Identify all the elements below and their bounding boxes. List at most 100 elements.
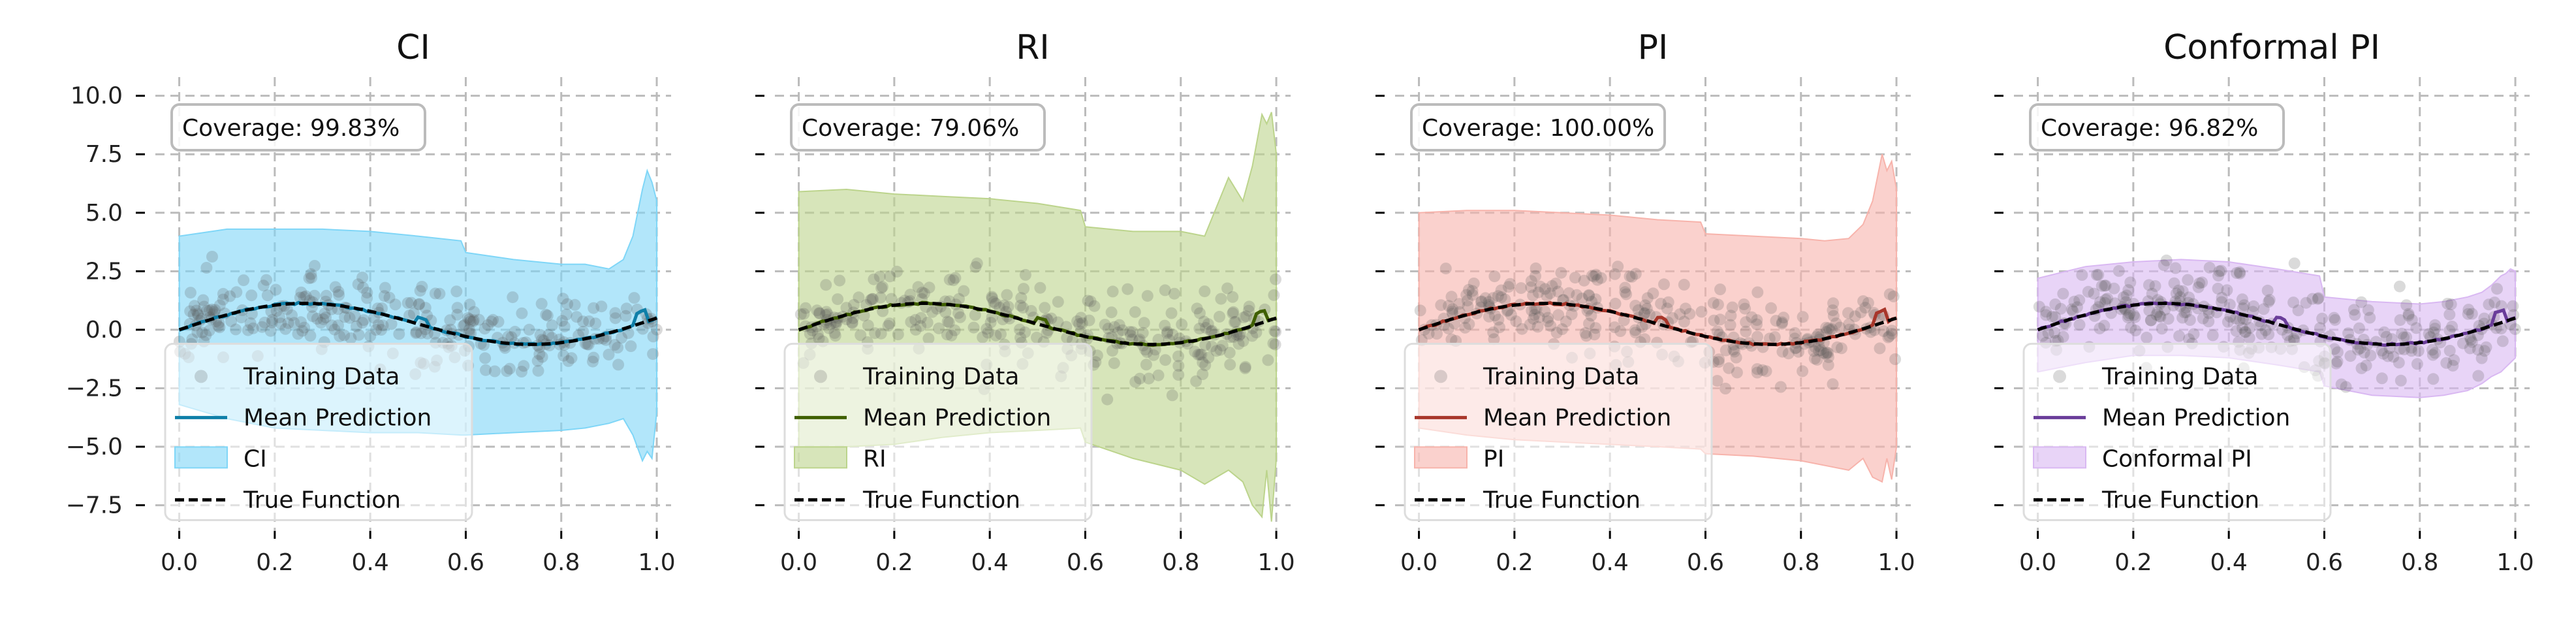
training-data-point: [875, 327, 887, 340]
training-data-point: [1152, 334, 1165, 345]
training-data-point: [988, 296, 1000, 308]
training-data-point: [2483, 298, 2495, 311]
training-data-point: [581, 338, 593, 351]
training-data-point: [2068, 295, 2081, 308]
training-data-point: [882, 319, 894, 332]
training-data-point: [1176, 318, 1188, 330]
training-data-point: [2223, 298, 2236, 311]
legend-box: [164, 342, 473, 521]
training-data-point: [2122, 312, 2134, 323]
training-data-point: [2410, 322, 2423, 334]
training-data-point: [651, 323, 663, 336]
training-data-point: [203, 325, 215, 337]
training-data-point: [1531, 321, 1544, 333]
training-data-point: [2344, 350, 2357, 362]
training-data-point: [270, 283, 282, 296]
training-data-point: [523, 323, 535, 336]
training-data-point: [1167, 329, 1179, 341]
training-data-point: [2240, 326, 2252, 338]
training-data-point: [1172, 350, 1184, 362]
training-data-point: [2354, 342, 2366, 355]
training-data-point: [1583, 317, 1595, 330]
training-data-point: [1105, 306, 1118, 319]
training-data-point: [2380, 330, 2393, 343]
training-data-point: [2446, 321, 2458, 332]
training-data-point: [1586, 270, 1598, 282]
training-data-point: [2360, 359, 2372, 372]
training-data-point: [1583, 289, 1595, 302]
training-data-point: [915, 320, 927, 332]
training-data-point: [2257, 303, 2270, 315]
training-data-point: [2234, 267, 2246, 280]
training-data-point: [1619, 281, 1631, 294]
training-data-point: [2176, 312, 2189, 324]
training-data-point: [1808, 353, 1821, 365]
training-data-point: [2099, 296, 2111, 309]
training-data-point: [260, 274, 272, 286]
training-data-point: [2355, 362, 2368, 374]
training-data-point: [230, 286, 243, 298]
training-data-point: [1489, 310, 1501, 321]
training-data-point: [846, 316, 858, 329]
x-tick-label: 0.4: [2210, 549, 2248, 576]
training-data-point: [1813, 345, 1825, 357]
training-data-point: [1620, 288, 1633, 300]
training-data-point: [1206, 325, 1218, 337]
training-data-point: [416, 281, 428, 293]
legend-label-training: Training Data: [243, 363, 400, 390]
training-data-point: [1205, 325, 1217, 338]
training-data-point: [1680, 302, 1691, 315]
legend-marker-interval: [174, 446, 228, 469]
training-data-point: [2406, 345, 2418, 357]
training-data-point: [1782, 347, 1795, 360]
training-data-point: [1194, 349, 1206, 361]
training-data-point: [1822, 359, 1834, 371]
legend-label-interval: Conformal PI: [2102, 445, 2252, 472]
training-data-point: [1588, 270, 1600, 283]
training-data-point: [1483, 296, 1495, 308]
training-data-point: [571, 311, 583, 323]
training-data-point: [1817, 347, 1830, 359]
panel-1: CI 0.0 0.2 0.4 0.6 0.8 1.0 10.0 7.5 5.0 2.5 0.0 −2.5…: [66, 28, 676, 576]
training-data-point: [468, 306, 480, 318]
legend-box: [2022, 342, 2332, 521]
training-data-point: [2330, 357, 2342, 370]
training-data-point: [1228, 316, 1240, 329]
training-data-point: [1462, 283, 1475, 296]
training-data-point: [2169, 262, 2182, 274]
training-data-point: [2092, 268, 2105, 281]
training-data-point: [1475, 295, 1488, 308]
training-data-point: [1711, 325, 1723, 338]
training-data-point: [319, 308, 331, 319]
training-data-point: [274, 311, 285, 323]
training-data-point: [941, 329, 953, 341]
training-data-point: [1886, 328, 1898, 340]
training-data-point: [206, 251, 218, 263]
training-data-point: [866, 293, 878, 305]
training-data-point: [2193, 277, 2206, 289]
training-data-point: [2427, 373, 2440, 385]
training-data-point: [1793, 345, 1804, 358]
training-data-point: [196, 327, 208, 339]
training-data-point: [2496, 335, 2509, 347]
training-data-point: [1488, 270, 1501, 283]
training-data-point: [2342, 327, 2355, 340]
training-data-point: [1161, 326, 1174, 338]
training-data-point: [862, 319, 874, 332]
training-data-point: [1889, 353, 1902, 365]
training-data-point: [1202, 351, 1215, 364]
training-data-point: [2263, 294, 2276, 306]
training-data-point: [2377, 347, 2389, 360]
training-data-point: [2427, 349, 2439, 361]
training-data-point: [1199, 285, 1211, 298]
training-data-point: [282, 317, 294, 329]
training-data-point: [1466, 289, 1479, 301]
training-data-point: [1525, 275, 1537, 287]
training-data-point: [1045, 312, 1058, 325]
training-data-point: [603, 348, 615, 361]
training-data-point: [2464, 342, 2476, 355]
training-data-point: [582, 338, 595, 351]
training-data-point: [2229, 312, 2242, 325]
training-data-point: [361, 287, 373, 299]
